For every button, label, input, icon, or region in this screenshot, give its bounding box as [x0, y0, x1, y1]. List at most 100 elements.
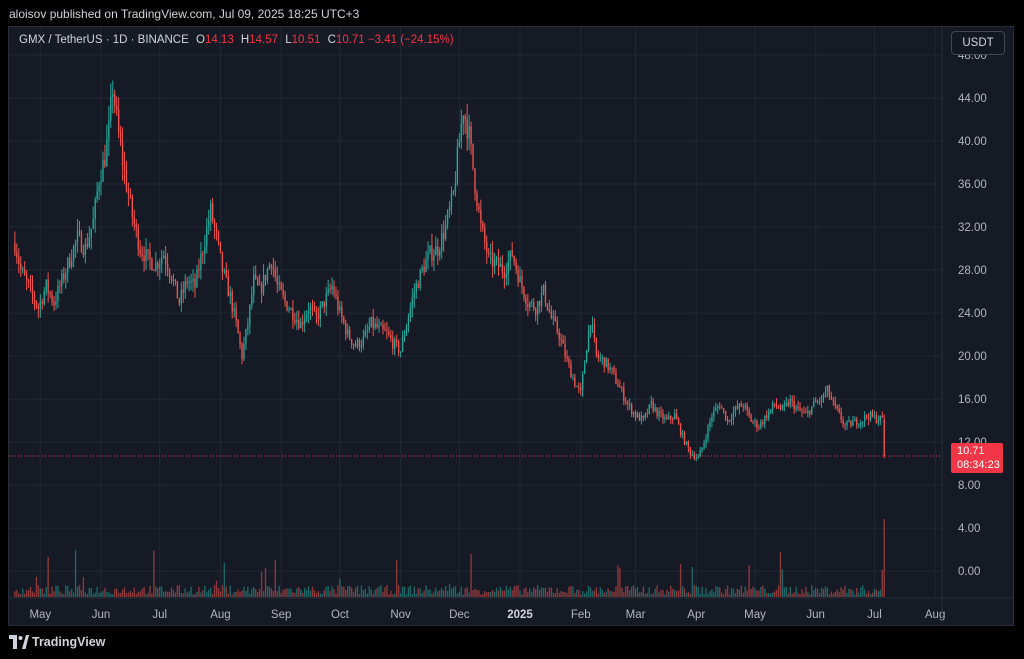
volume-bar: [317, 590, 320, 597]
candle-body: [644, 413, 647, 418]
tradingview-brand[interactable]: TradingView: [32, 635, 106, 649]
tradingview-logo-icon[interactable]: [9, 635, 29, 649]
volume-bar: [560, 590, 562, 597]
volume-bar: [245, 590, 247, 597]
candle-body: [86, 244, 89, 247]
candle-body: [366, 330, 368, 332]
volume-bar: [881, 569, 883, 597]
candle-body: [172, 279, 175, 281]
candle-body: [883, 419, 885, 457]
candle-body: [94, 199, 96, 219]
candle-body: [286, 301, 288, 311]
volume-bar: [644, 593, 647, 597]
candle-body: [57, 285, 59, 302]
candle-body: [127, 190, 130, 195]
volume-bar: [98, 593, 100, 597]
candle-body: [116, 106, 118, 110]
candle-body: [591, 324, 594, 326]
volume-bar: [867, 590, 870, 597]
candle-body: [22, 269, 24, 271]
candle-body: [562, 339, 564, 344]
candle-body: [90, 228, 92, 238]
volume-bar: [566, 593, 568, 597]
volume-bar: [789, 586, 791, 597]
volume-bar: [390, 590, 392, 597]
volume-bar: [674, 589, 676, 597]
candle-body: [691, 454, 694, 456]
candle-body: [96, 191, 98, 200]
volume-bar: [70, 588, 73, 597]
candle-body: [877, 420, 880, 423]
volume-bar: [94, 592, 96, 597]
volume-bar: [302, 592, 304, 597]
volume-bar: [366, 593, 368, 597]
candle-body: [337, 296, 339, 310]
volume-bar: [513, 586, 515, 597]
candle-body: [740, 403, 742, 407]
candle-body: [873, 415, 876, 417]
candle-body: [875, 415, 878, 423]
candle-body: [196, 268, 198, 288]
candle-body: [801, 410, 803, 412]
candle-body: [846, 421, 848, 426]
candle-body: [247, 325, 249, 330]
candle-body: [437, 246, 439, 256]
volume-bar: [662, 590, 664, 597]
candle-body: [617, 383, 619, 387]
y-tick-label: 16.00: [958, 394, 987, 406]
candle-body: [270, 265, 273, 268]
volume-bar: [809, 594, 811, 597]
volume-bar: [803, 593, 805, 597]
volume-bar: [587, 585, 590, 597]
candle-body: [607, 358, 609, 371]
volume-bar: [121, 589, 124, 597]
volume-bar: [861, 585, 864, 597]
volume-bar: [151, 593, 153, 597]
y-tick-label: 0.00: [958, 566, 980, 578]
candle-body: [243, 343, 245, 360]
volume-bar: [713, 592, 715, 597]
volume-bar: [102, 590, 104, 597]
volume-bar: [180, 593, 182, 597]
candle-body: [276, 277, 278, 285]
candle-body: [738, 403, 741, 409]
chart-area[interactable]: 48.00 44.00 40.00 36.00 32.00 28.00 24.00 20.00…: [8, 26, 1014, 626]
volume-bar: [503, 590, 506, 597]
candle-body: [439, 250, 441, 256]
candle-body: [852, 421, 854, 426]
candle-body: [863, 415, 866, 422]
candle-body: [513, 256, 515, 263]
volume-bar: [155, 586, 157, 597]
candle-body: [721, 407, 723, 409]
volume-bar: [253, 587, 255, 597]
currency-button[interactable]: USDT: [951, 31, 1005, 55]
volume-bar: [349, 585, 351, 597]
candle-body: [456, 147, 459, 184]
volume-bar: [65, 585, 67, 597]
candle-body: [409, 307, 412, 318]
volume-bar: [456, 593, 459, 597]
price-chart[interactable]: 48.0044.0040.0036.0032.0028.0024.0020.00…: [9, 27, 1013, 625]
candle-body: [595, 337, 598, 355]
candle-body: [69, 258, 71, 267]
volume-bar: [709, 591, 711, 597]
volume-bar: [172, 589, 175, 597]
volume-bar: [129, 590, 132, 597]
volume-bar: [209, 587, 212, 597]
volume-bar: [133, 587, 135, 597]
volume-bar: [18, 593, 20, 597]
volume-bar: [509, 586, 511, 597]
candle-body: [468, 126, 470, 139]
volume-bar: [793, 592, 795, 597]
candle-body: [709, 421, 711, 427]
candle-body: [70, 261, 73, 267]
candle-body: [43, 291, 45, 304]
candle-body: [356, 339, 359, 347]
volume-bar: [372, 593, 374, 597]
volume-bar: [321, 593, 323, 597]
volume-bar: [249, 593, 251, 597]
candle-body: [544, 284, 547, 304]
volume-bar: [877, 591, 880, 597]
candle-body: [858, 425, 860, 427]
candle-body: [278, 282, 280, 285]
